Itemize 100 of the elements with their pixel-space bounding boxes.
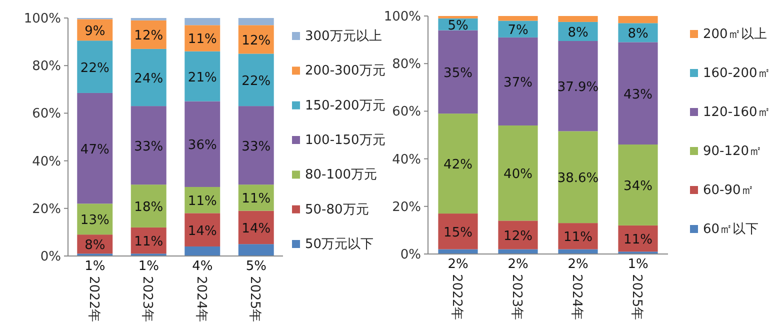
data-label: 43% bbox=[624, 87, 652, 102]
bar bbox=[238, 184, 274, 211]
data-label: 11% bbox=[624, 232, 652, 248]
bar bbox=[438, 214, 478, 250]
data-label: 42% bbox=[444, 158, 472, 173]
bar bbox=[498, 16, 538, 21]
bar bbox=[498, 125, 538, 221]
x-tick-label: 2023年 bbox=[140, 276, 155, 322]
data-label: 15% bbox=[444, 225, 472, 240]
data-label: 4% bbox=[192, 259, 213, 274]
bar bbox=[498, 220, 538, 250]
data-label: 22% bbox=[242, 74, 271, 89]
bar bbox=[618, 225, 658, 252]
x-tick-label: 2022年 bbox=[449, 274, 464, 320]
y-tick-label: 20% bbox=[32, 202, 61, 217]
bar bbox=[130, 184, 166, 228]
data-label: 1% bbox=[138, 259, 159, 274]
y-tick-label: 40% bbox=[392, 152, 421, 168]
bar bbox=[438, 114, 478, 214]
data-label: 11% bbox=[188, 32, 217, 48]
legend-label: 80-100万元 bbox=[305, 168, 378, 183]
bar bbox=[558, 16, 598, 22]
data-label: 1% bbox=[84, 259, 106, 274]
data-label: 14% bbox=[188, 224, 217, 239]
data-label: 37% bbox=[504, 75, 532, 90]
legend-label: 100-150万元 bbox=[305, 133, 386, 148]
data-label: 22% bbox=[80, 60, 110, 76]
bar bbox=[184, 18, 220, 26]
bar bbox=[77, 204, 113, 235]
x-tick-label: 2025年 bbox=[629, 274, 644, 320]
legend-label: 50万元以下 bbox=[305, 237, 374, 252]
legend-label: 60㎡以下 bbox=[703, 222, 759, 237]
data-label: 8% bbox=[628, 26, 648, 42]
x-tick-label: 2025年 bbox=[247, 276, 262, 322]
bar bbox=[184, 51, 220, 102]
x-tick-label: 2023年 bbox=[509, 274, 524, 320]
legend-label: 200㎡以上 bbox=[703, 27, 767, 42]
y-tick-label: 0% bbox=[40, 250, 61, 264]
bar bbox=[558, 249, 598, 254]
data-label: 5% bbox=[448, 18, 468, 34]
y-tick-label: 100% bbox=[24, 12, 61, 26]
data-label: 12% bbox=[242, 33, 271, 48]
data-label: 12% bbox=[504, 228, 532, 244]
legend-label: 120-160㎡ bbox=[703, 105, 770, 120]
legend-label: 300万元以上 bbox=[305, 29, 382, 44]
data-label: 38.6% bbox=[557, 171, 599, 186]
data-label: 47% bbox=[80, 142, 110, 158]
data-label: 2% bbox=[508, 257, 528, 272]
data-label: 8% bbox=[568, 25, 588, 40]
legend-label: 90-120㎡ bbox=[703, 144, 762, 159]
bar bbox=[498, 37, 538, 126]
bar bbox=[618, 144, 658, 226]
bar bbox=[184, 246, 220, 256]
data-label: 7% bbox=[508, 23, 528, 38]
bar bbox=[184, 101, 220, 187]
data-label: 18% bbox=[134, 200, 164, 216]
data-label: 21% bbox=[188, 70, 217, 86]
data-label: 13% bbox=[80, 213, 110, 228]
data-label: 36% bbox=[188, 138, 217, 154]
data-label: 40% bbox=[504, 167, 532, 182]
y-tick-label: 40% bbox=[32, 154, 61, 170]
data-label: 11% bbox=[134, 234, 164, 250]
bar bbox=[238, 244, 274, 256]
data-label: 24% bbox=[134, 72, 164, 86]
bar bbox=[558, 131, 598, 224]
y-tick-label: 80% bbox=[392, 57, 421, 72]
legend-label: 150-200万元 bbox=[305, 98, 386, 114]
bar bbox=[77, 40, 113, 93]
bar bbox=[558, 40, 598, 132]
legend-label: 160-200㎡ bbox=[703, 66, 770, 81]
bar bbox=[238, 106, 274, 185]
y-tick-label: 80% bbox=[32, 59, 61, 74]
data-label: 35% bbox=[444, 66, 472, 81]
legend-label: 60-90㎡ bbox=[703, 183, 754, 198]
data-label: 34% bbox=[624, 178, 652, 194]
x-tick-label: 2024年 bbox=[193, 276, 208, 322]
y-tick-label: 20% bbox=[392, 200, 421, 215]
y-tick-label: 100% bbox=[384, 10, 421, 24]
data-label: 8% bbox=[84, 238, 106, 254]
bar bbox=[130, 106, 166, 185]
data-label: 11% bbox=[564, 230, 592, 246]
bar bbox=[618, 16, 658, 24]
y-tick-label: 60% bbox=[392, 104, 421, 120]
bar bbox=[184, 25, 220, 52]
bar bbox=[238, 18, 274, 26]
x-tick-label: 2022年 bbox=[86, 276, 101, 322]
x-tick-label: 2024年 bbox=[569, 274, 584, 320]
bar bbox=[618, 42, 658, 145]
bar bbox=[498, 249, 538, 254]
data-label: 2% bbox=[448, 257, 468, 272]
data-label: 5% bbox=[246, 259, 266, 274]
data-label: 33% bbox=[134, 139, 164, 154]
data-label: 33% bbox=[242, 139, 271, 154]
data-label: 11% bbox=[242, 192, 271, 207]
bar bbox=[238, 54, 274, 106]
y-tick-label: 60% bbox=[32, 106, 61, 122]
legend-label: 50-80万元 bbox=[305, 202, 369, 218]
data-label: 11% bbox=[188, 194, 217, 210]
bar bbox=[558, 223, 598, 250]
bar bbox=[438, 249, 478, 254]
